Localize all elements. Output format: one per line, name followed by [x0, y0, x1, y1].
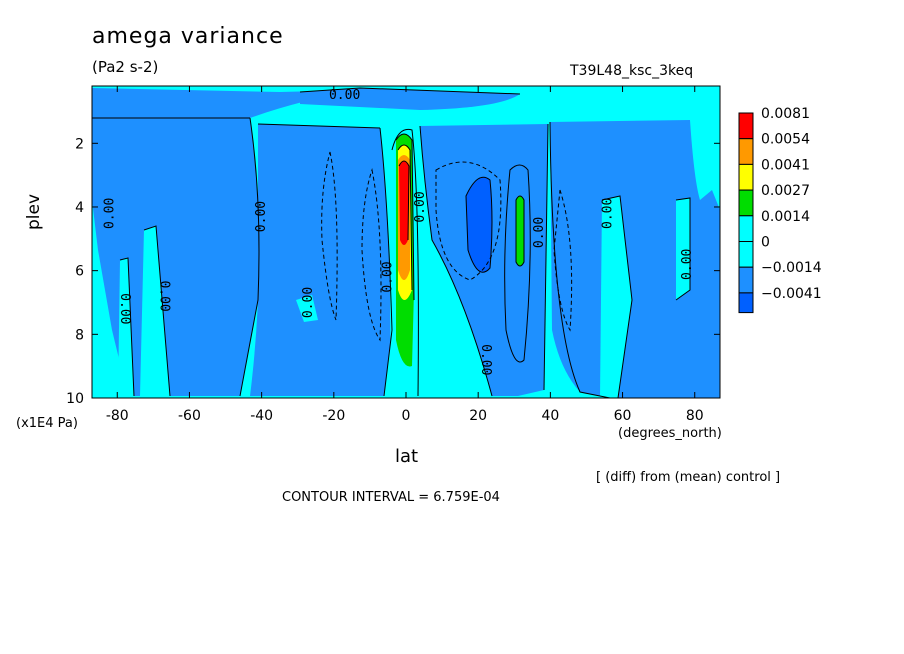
legend-swatch [738, 241, 754, 268]
legend-label: −0.0014 [761, 260, 822, 276]
region-negative [92, 88, 360, 118]
x-tick-label: 80 [686, 408, 704, 424]
legend-swatch [738, 163, 754, 191]
legend-swatch [738, 112, 754, 140]
contour-label: 0.00 [254, 201, 269, 232]
y-axis-units: (x1E4 Pa) [16, 416, 78, 431]
legend-label: 0.0041 [761, 157, 810, 173]
contour-labels: 0.00 0.00 0.00 0.00 0.00 0.00 0.00 0.00 0.00 0.00… [103, 88, 695, 375]
x-tick-label: 20 [469, 408, 487, 424]
y-axis: 2 4 6 8 10 [66, 136, 720, 407]
y-tick-label: 8 [75, 327, 84, 343]
contour-lines [92, 87, 691, 398]
region-negative [250, 124, 392, 396]
contour-label: 0.00 [380, 261, 395, 292]
contour-label: 0.00 [301, 287, 316, 318]
region-negative [550, 120, 720, 398]
region-negative [300, 88, 520, 110]
x-tick-label: -40 [250, 408, 273, 424]
region-strong-negative [466, 177, 492, 273]
run-name: T39L48_ksc_3keq [570, 63, 694, 79]
legend-swatch [738, 189, 754, 217]
contour-interval: CONTOUR INTERVAL = 6.759E-04 [282, 490, 500, 505]
x-tick-label: 40 [541, 408, 559, 424]
legend-label: 0.0014 [761, 209, 810, 225]
legend-swatch [738, 266, 754, 294]
x-axis-label: lat [395, 446, 419, 467]
region-negative [92, 118, 259, 396]
contour-fills [92, 86, 720, 398]
region-zero [600, 196, 632, 398]
legend-label: 0 [761, 235, 770, 251]
legend-label: 0.0027 [761, 183, 810, 199]
legend-swatch [738, 138, 754, 165]
contour-label: 0.00 [601, 198, 616, 229]
region-zero [676, 198, 690, 300]
region-positive-max [399, 161, 409, 245]
x-tick-label: -20 [322, 408, 345, 424]
contour-label: 0.00 [532, 217, 547, 248]
region-zero [140, 226, 170, 396]
legend-swatch [738, 215, 754, 243]
y-tick-label: 6 [75, 264, 84, 280]
legend-label: −0.0041 [761, 286, 822, 302]
contour-label: 0.00 [117, 293, 132, 324]
x-tick-label: -80 [106, 408, 129, 424]
contour-label: 0.00 [329, 88, 360, 103]
contour-label: 0.00 [103, 198, 118, 229]
color-legend: 0.0081 0.0054 0.0041 0.0027 0.0014 0 −0.0014 −0… [738, 106, 822, 314]
x-axis: -80 -60 -40 -20 0 20 40 60 80 [106, 86, 704, 424]
contour-label: 0.00 [478, 344, 493, 375]
contour-label: 0.00 [680, 249, 695, 280]
region-zero [118, 258, 134, 396]
legend-swatch [738, 292, 754, 314]
x-tick-label: 60 [614, 408, 632, 424]
x-tick-label: 0 [402, 408, 411, 424]
diff-note: [ (diff) from (mean) control ] [596, 470, 781, 485]
region-zero [296, 295, 318, 322]
legend-label: 0.0054 [761, 132, 810, 148]
chart-title: amega variance [92, 24, 284, 49]
y-tick-label: 2 [75, 136, 84, 152]
chart-units: (Pa2 s-2) [92, 58, 159, 76]
x-tick-label: -60 [178, 408, 201, 424]
negative-contour-lines [321, 151, 573, 342]
legend-label: 0.0081 [761, 106, 810, 122]
y-tick-label: 4 [75, 200, 84, 216]
y-tick-label: 10 [66, 391, 84, 407]
x-axis-units: (degrees_north) [618, 426, 722, 441]
region-positive-green [516, 196, 524, 266]
contour-label: 0.00 [413, 191, 428, 222]
contour-label: 0.00 [157, 280, 172, 311]
